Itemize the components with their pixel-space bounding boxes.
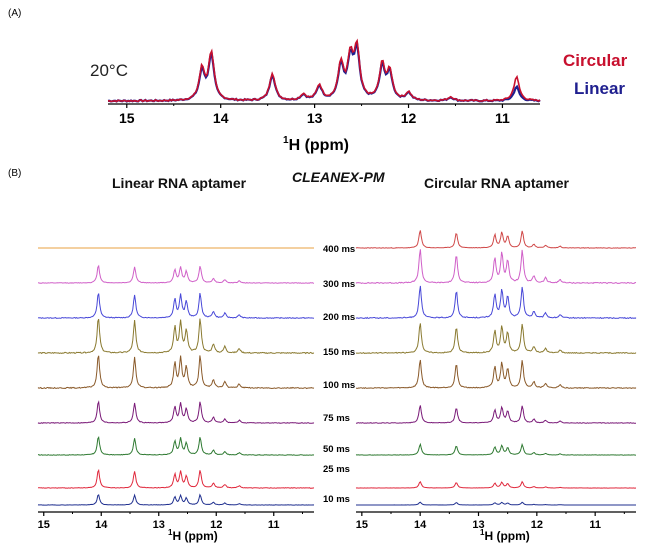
panel-b-left-tick-label-15: 15 bbox=[38, 519, 50, 531]
series-circular bbox=[107, 38, 541, 103]
panel-b-right-tick-label-13: 13 bbox=[472, 519, 484, 531]
mixing-time-label: 50 ms bbox=[323, 444, 350, 455]
linear-spectrum-25-ms bbox=[37, 468, 315, 489]
panel-a-tick-label-14: 14 bbox=[213, 110, 229, 126]
panel-b-left-xlabel-sup: 1 bbox=[168, 528, 173, 537]
circular-spectrum-200-ms bbox=[355, 285, 637, 320]
panel-b-right-tick-label-15: 15 bbox=[356, 519, 368, 531]
circular-spectrum-150-ms bbox=[355, 323, 637, 355]
panel-b-right-tick-label-14: 14 bbox=[414, 519, 427, 531]
linear-spectrum-200-ms bbox=[37, 293, 315, 320]
panel-b-label: (B) bbox=[8, 168, 21, 179]
panel-b-right-spectra bbox=[355, 230, 637, 506]
temperature-label: 20°C bbox=[90, 61, 128, 80]
circular-spectrum-400-ms bbox=[355, 230, 636, 249]
circular-spectrum-25-ms bbox=[355, 480, 637, 489]
linear-spectrum-150-ms bbox=[37, 318, 315, 355]
mixing-time-label: 300 ms bbox=[323, 279, 355, 290]
panel-b-right-x-axis: 15 14 13 12 11 bbox=[356, 511, 636, 531]
panel-b-left-tick-label-14: 14 bbox=[95, 519, 108, 531]
panel-b-left-spectra bbox=[37, 247, 315, 506]
panel-b-right-xlabel-sup: 1 bbox=[480, 528, 485, 537]
panel-b-left-xlabel: 1H (ppm) bbox=[168, 528, 218, 543]
circular-spectrum-75-ms bbox=[355, 405, 636, 424]
mixing-time-label: 200 ms bbox=[323, 312, 355, 323]
panel-b-left-tick-label-12: 12 bbox=[210, 519, 222, 531]
panel-a-x-axis: 15 14 13 12 11 bbox=[108, 103, 540, 126]
mixing-time-label: 25 ms bbox=[323, 464, 350, 475]
panel-a-tick-label-11: 11 bbox=[495, 110, 510, 126]
linear-spectrum-10-ms bbox=[37, 493, 315, 506]
panel-a-xlabel-main: H (ppm) bbox=[289, 137, 349, 154]
panel-a-tick-label-15: 15 bbox=[119, 110, 135, 126]
mixing-time-labels: 400 ms 300 ms 200 ms 150 ms 100 ms 75 ms 50 ms… bbox=[323, 244, 355, 505]
legend-circular: Circular bbox=[563, 51, 628, 70]
mixing-time-label: 10 ms bbox=[323, 494, 350, 505]
panel-a-xlabel: 1H (ppm) bbox=[283, 135, 349, 154]
circular-aptamer-title: Circular RNA aptamer bbox=[424, 175, 570, 191]
panel-a-label: (A) bbox=[8, 8, 21, 19]
circular-spectrum-50-ms bbox=[355, 442, 636, 456]
panel-b-right-xlabel-main: H (ppm) bbox=[484, 529, 529, 543]
panel-b-right-tick-label-11: 11 bbox=[589, 519, 601, 531]
panel-b-right-xlabel: 1H (ppm) bbox=[480, 528, 530, 543]
circular-spectrum-300-ms bbox=[355, 249, 637, 285]
panel-b-left-tick-label-11: 11 bbox=[268, 519, 280, 531]
panel-b-left-xlabel-main: H (ppm) bbox=[172, 529, 217, 543]
legend-linear: Linear bbox=[574, 79, 625, 98]
panel-a-spectra bbox=[107, 38, 541, 103]
panel-a-xlabel-sup: 1 bbox=[283, 135, 289, 146]
panel-b-right-tick-label-12: 12 bbox=[531, 519, 543, 531]
panel-a-tick-label-12: 12 bbox=[401, 110, 417, 126]
circular-spectrum-10-ms bbox=[356, 501, 636, 506]
linear-spectrum-100-ms bbox=[37, 355, 315, 390]
panel-a-tick-label-13: 13 bbox=[307, 110, 323, 126]
panel-b-left-x-axis: 15 14 13 12 11 bbox=[38, 511, 314, 531]
linear-spectrum-300-ms bbox=[37, 264, 315, 284]
linear-aptamer-title: Linear RNA aptamer bbox=[112, 175, 247, 191]
mixing-time-label: 400 ms bbox=[323, 244, 355, 255]
circular-spectrum-100-ms bbox=[356, 359, 637, 390]
mixing-time-label: 100 ms bbox=[323, 380, 355, 391]
linear-spectrum-75-ms bbox=[37, 400, 315, 424]
mixing-time-label: 75 ms bbox=[323, 413, 350, 424]
linear-spectrum-50-ms bbox=[37, 436, 315, 456]
panel-b-left-tick-label-13: 13 bbox=[153, 519, 165, 531]
mixing-time-label: 150 ms bbox=[323, 347, 355, 358]
cleanex-title: CLEANEX-PM bbox=[292, 169, 385, 185]
